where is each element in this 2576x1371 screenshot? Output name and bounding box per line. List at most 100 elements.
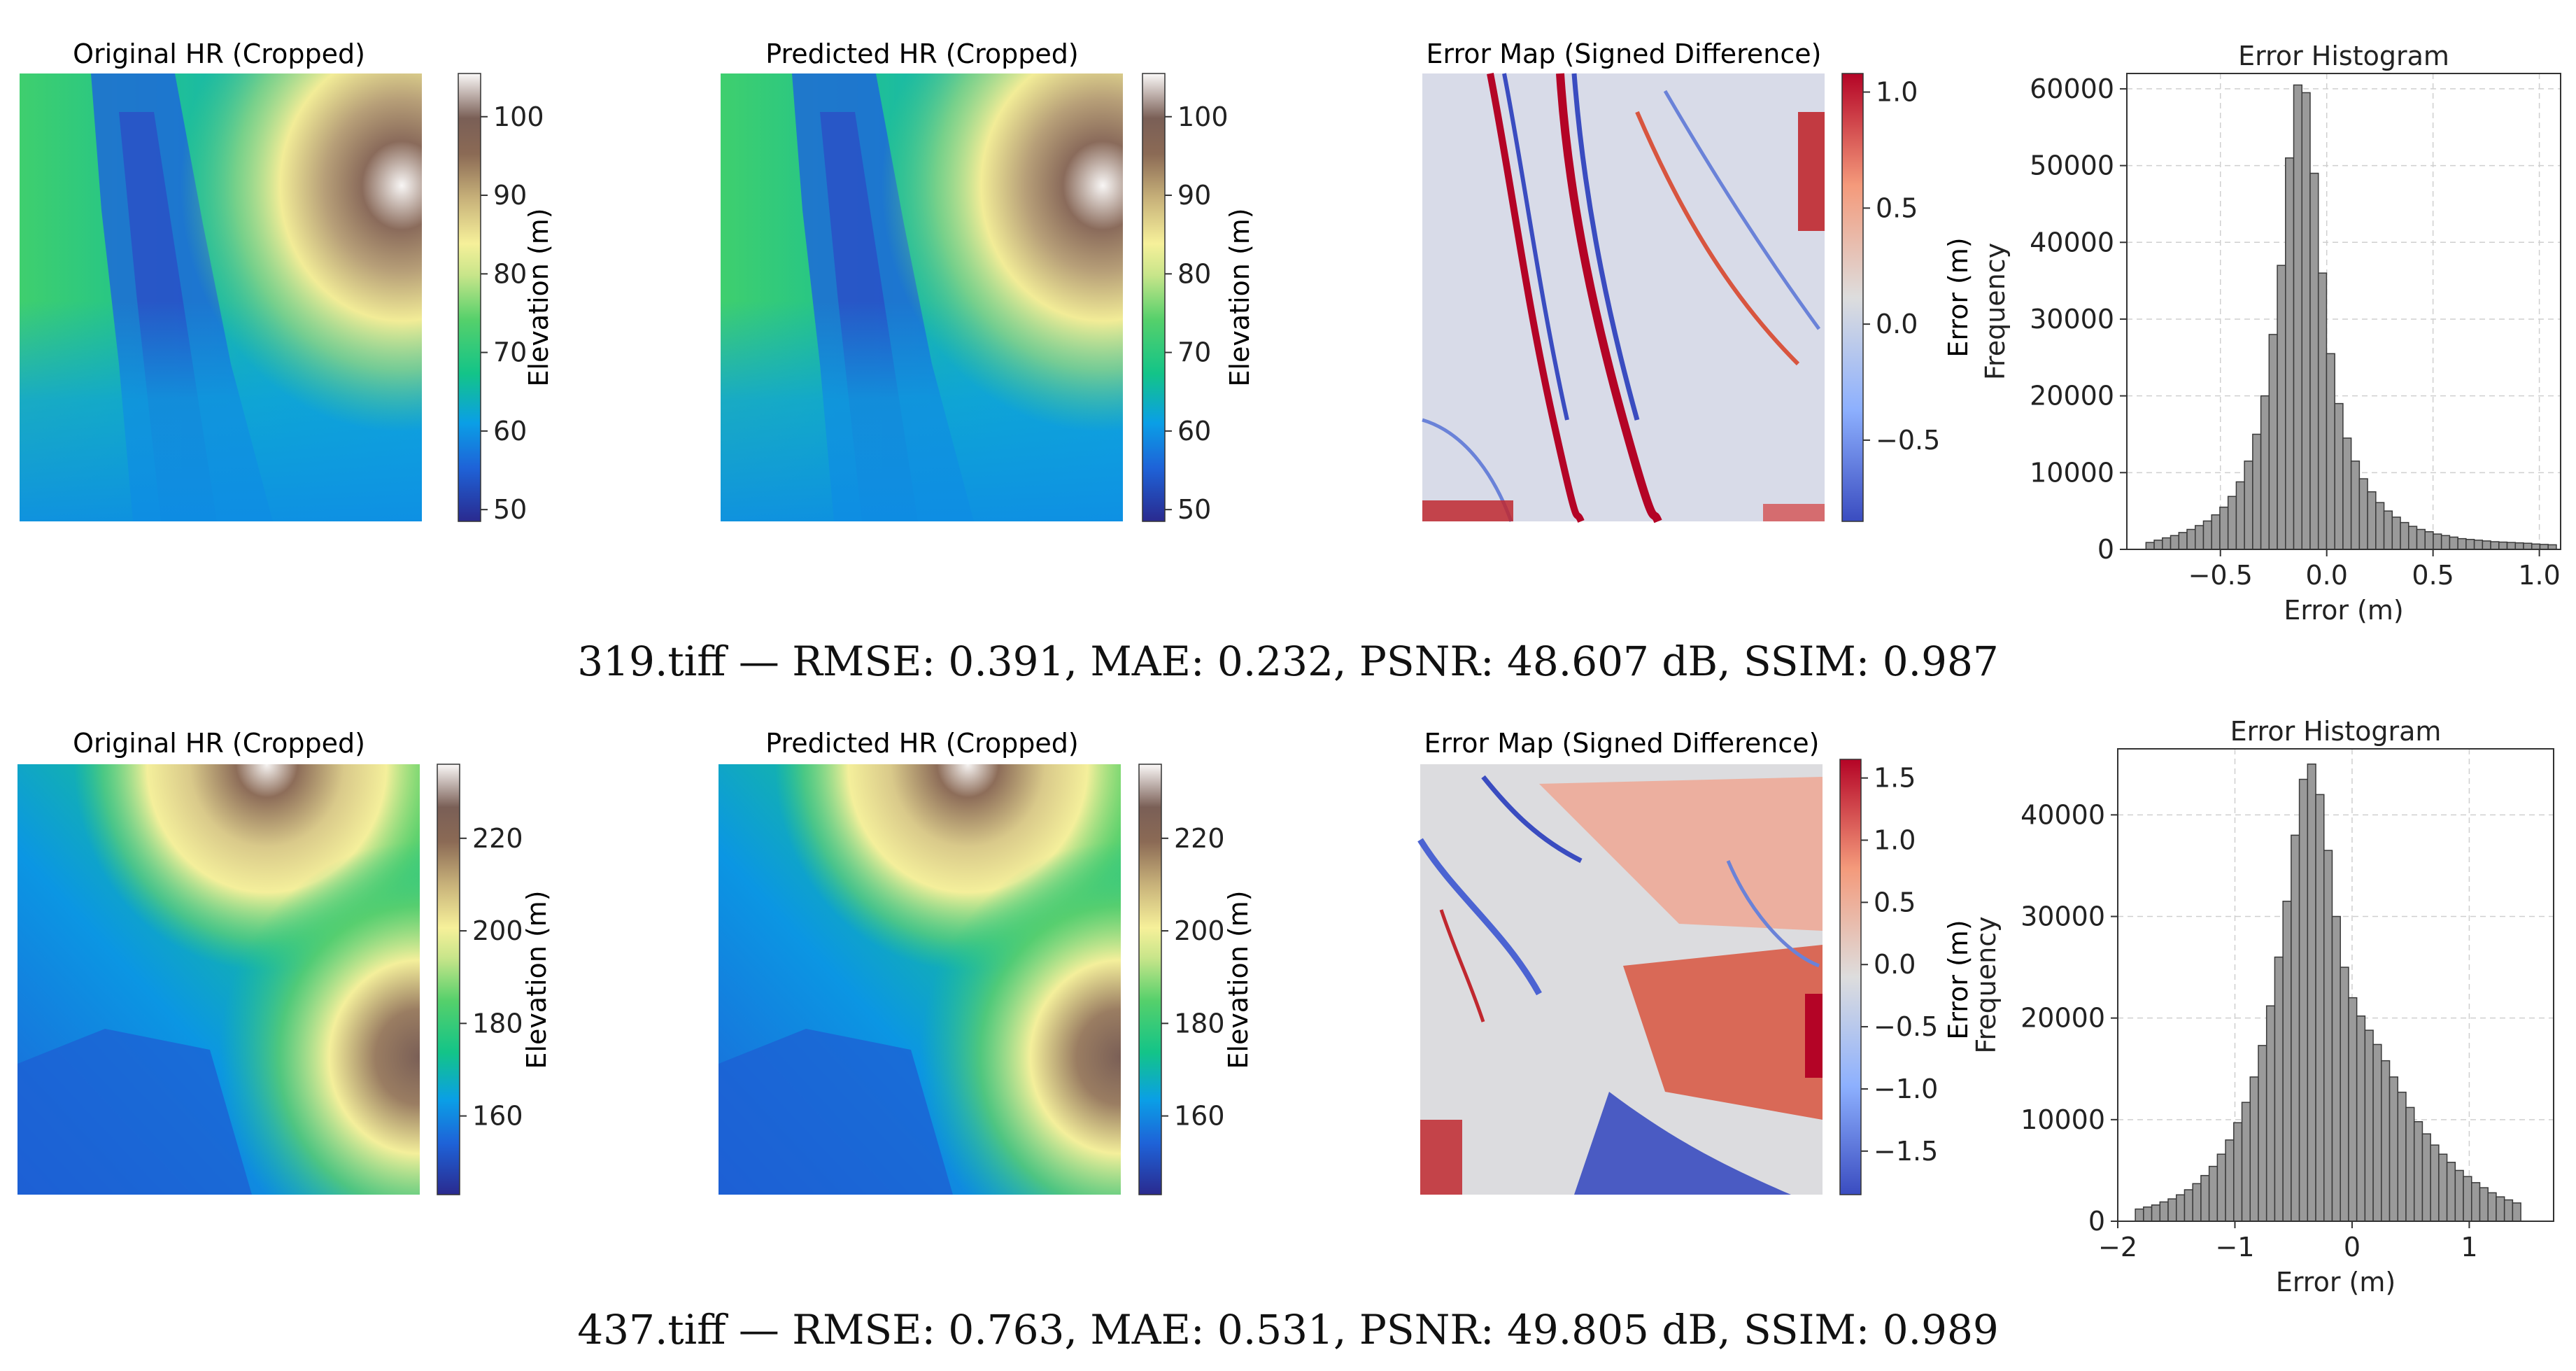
predicted-elevation-map xyxy=(721,73,1123,521)
colorbar-tick-label: 60 xyxy=(493,416,527,447)
original-colorbar-label: Elevation (m) xyxy=(523,208,554,386)
histogram-bar xyxy=(2260,395,2270,550)
histogram-bar xyxy=(2233,1122,2243,1222)
histogram-bar xyxy=(2298,778,2309,1222)
histogram-bar xyxy=(2506,542,2517,550)
colorbar-tick-label: 70 xyxy=(493,337,527,368)
histogram-bar xyxy=(2323,850,2333,1222)
histogram-bar xyxy=(2416,528,2426,550)
histogram-bar xyxy=(2381,1060,2391,1222)
histogram-bar xyxy=(2440,535,2451,550)
histogram-bar xyxy=(2211,514,2221,550)
colorbar-tick-label: 90 xyxy=(1177,180,1211,211)
predicted-panel-title: Predicted HR (Cropped) xyxy=(765,728,1078,759)
histogram-bar xyxy=(2249,1076,2259,1222)
error-map-title: Error Map (Signed Difference) xyxy=(1424,728,1820,759)
plot-frame xyxy=(2117,748,2554,1222)
original-elevation-map xyxy=(17,764,420,1195)
histogram-bar xyxy=(2364,1029,2374,1222)
colorbar-tick-label: 200 xyxy=(1174,915,1225,946)
colorbar-tick-label: 1.0 xyxy=(1876,77,1918,108)
predicted-colorbar-label: Elevation (m) xyxy=(1223,890,1254,1069)
histogram-bar xyxy=(2539,544,2549,550)
histogram-bar xyxy=(2487,1192,2497,1222)
histogram-bar xyxy=(2143,1206,2153,1222)
histogram-bar xyxy=(2389,1076,2399,1222)
x-tick-label: −0.5 xyxy=(2188,560,2253,591)
histogram-bar xyxy=(2465,538,2475,550)
histogram-bar xyxy=(2405,1106,2415,1222)
histogram-bar xyxy=(2356,1015,2366,1222)
histogram-bar xyxy=(2421,1133,2431,1222)
histogram-bar xyxy=(2367,491,2377,550)
histogram-bar xyxy=(2342,437,2352,550)
x-tick-label: 0.0 xyxy=(2305,560,2347,591)
histogram-bar xyxy=(2170,535,2180,550)
histogram-bar xyxy=(2433,533,2442,550)
histogram-bar xyxy=(2503,1199,2514,1222)
histogram-bar xyxy=(2216,1153,2226,1222)
histogram-bar xyxy=(2315,794,2325,1222)
colorbar-tick-label: 50 xyxy=(1177,494,1211,525)
histogram-bar xyxy=(2326,353,2335,550)
histogram-bar xyxy=(2496,1196,2505,1222)
original-panel-title: Original HR (Cropped) xyxy=(73,38,365,69)
histogram-bar xyxy=(2145,542,2155,550)
y-axis-label: Frequency xyxy=(1971,916,2002,1053)
row-437: Original HR (Cropped) 220 200 180 160 Eleva… xyxy=(17,716,2554,1298)
histogram-bar xyxy=(2348,997,2358,1222)
colorbar-tick-label: 70 xyxy=(1177,337,1211,368)
predicted-elevation-map xyxy=(719,764,1121,1195)
histogram-bar xyxy=(2153,540,2163,550)
histogram-bar xyxy=(2331,915,2341,1222)
x-tick-label: 0.5 xyxy=(2412,560,2454,591)
histogram-bar xyxy=(2449,536,2458,550)
histogram-bar xyxy=(2383,510,2393,550)
error-histogram-319: −0.5 0.0 0.5 1.0 0 10000 20000 30000 40000 50000 6… xyxy=(1980,41,2561,626)
histogram-bar xyxy=(2159,1201,2169,1222)
histogram-bar xyxy=(2175,1194,2186,1222)
histogram-bar xyxy=(2184,1189,2193,1222)
histogram-bar xyxy=(2424,531,2434,550)
histogram-bar xyxy=(2135,1208,2144,1222)
colorbar-tick-label: 180 xyxy=(1174,1008,1225,1039)
histogram-bar xyxy=(2446,1162,2456,1222)
colorbar-tick-label: 90 xyxy=(493,180,527,211)
histogram-bar xyxy=(2430,1144,2440,1222)
histogram-bar xyxy=(2454,1169,2464,1222)
error-colorbar-label: Error (m) xyxy=(1943,237,1974,357)
histogram-bar xyxy=(2277,265,2286,550)
histogram-bar xyxy=(2479,1187,2489,1222)
histogram-bar xyxy=(2457,537,2467,550)
x-tick-label: 1.0 xyxy=(2518,560,2560,591)
error-map xyxy=(1417,764,1823,1195)
row-319: Original HR (Cropped) 100 90 80 70 60 50 Elev… xyxy=(20,38,2561,626)
colorbar-tick-label: −1.5 xyxy=(1874,1136,1938,1167)
colorbar-tick-label: 1.5 xyxy=(1874,763,1916,794)
histogram-bar xyxy=(2202,520,2212,550)
x-axis-label: Error (m) xyxy=(2276,1267,2395,1298)
error-colorbar-label: Error (m) xyxy=(1943,920,1974,1039)
histogram-bar xyxy=(2317,272,2328,550)
histogram-bar xyxy=(2194,525,2205,550)
error-colorbar xyxy=(1841,73,1864,522)
histogram-bar xyxy=(2512,1202,2521,1222)
histogram-bar xyxy=(2400,521,2409,550)
colorbar-tick-label: 160 xyxy=(1174,1101,1225,1132)
colorbar-tick-label: 100 xyxy=(493,101,544,132)
original-colorbar xyxy=(458,73,481,522)
y-tick-label: 40000 xyxy=(2030,227,2114,258)
histogram-bar xyxy=(2397,1091,2407,1222)
y-tick-label: 20000 xyxy=(2021,1003,2105,1034)
histogram-bar xyxy=(2498,541,2508,550)
colorbar-tick-label: 80 xyxy=(1177,258,1211,289)
histogram-bar xyxy=(2225,1139,2235,1222)
histogram-bar xyxy=(2258,1045,2267,1222)
histogram-bar xyxy=(2358,478,2368,550)
x-tick-label: −1 xyxy=(2215,1232,2254,1263)
colorbar-tick-label: 60 xyxy=(1177,416,1211,447)
histogram-bar xyxy=(2162,537,2172,550)
histogram-bar xyxy=(2350,460,2361,550)
histogram-title: Error Histogram xyxy=(2230,716,2442,747)
error-map-title: Error Map (Signed Difference) xyxy=(1427,38,1822,69)
